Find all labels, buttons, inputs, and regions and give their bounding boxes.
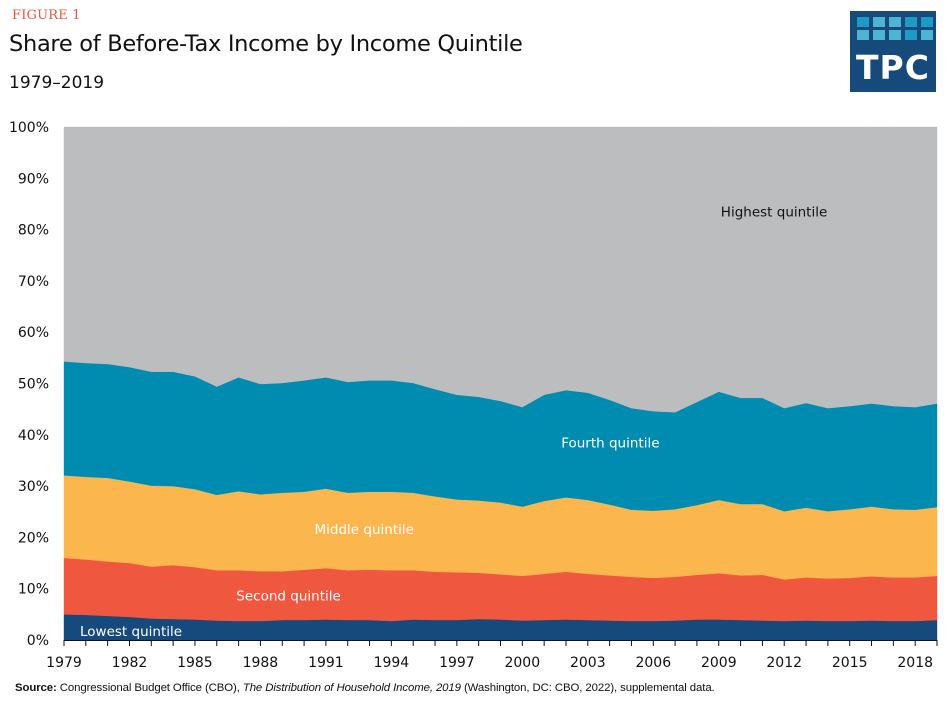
x-tick-label: 2000: [504, 655, 540, 671]
logo-cell: [921, 30, 933, 40]
y-tick-label: 20%: [18, 530, 49, 546]
x-tick-label: 2015: [832, 655, 868, 671]
x-tick-label: 1982: [112, 655, 148, 671]
series-label-lowest-quintile: Lowest quintile: [80, 624, 182, 640]
area-layers: [63, 126, 938, 641]
logo-cell: [905, 17, 917, 27]
y-tick-label: 100%: [9, 120, 49, 136]
area-highest-quintile: [63, 126, 938, 413]
chart-subtitle: 1979–2019: [9, 73, 105, 93]
source-text-before: Congressional Budget Office (CBO),: [56, 682, 243, 694]
y-tick-label: 80%: [18, 223, 49, 239]
logo-cell: [857, 17, 869, 27]
series-label-fourth-quintile: Fourth quintile: [561, 436, 659, 452]
logo-cell: [873, 30, 885, 40]
logo-text: TPC: [856, 48, 930, 87]
x-tick-label: 1985: [177, 655, 213, 671]
y-tick-label: 50%: [18, 377, 49, 393]
x-tick-label: 2012: [766, 655, 802, 671]
series-label-middle-quintile: Middle quintile: [315, 522, 414, 538]
x-axis: 1979 1982 1985 1988 1991 1994 1997 2000 2003 2006…: [46, 640, 938, 671]
x-tick-label: 2018: [897, 655, 933, 671]
x-tick-label: 2006: [635, 655, 671, 671]
logo-cell: [921, 17, 933, 27]
y-tick-label: 70%: [18, 274, 49, 290]
source-title: The Distribution of Household Income, 20…: [242, 682, 461, 694]
logo-cell: [889, 30, 901, 40]
chart-title: Share of Before-Tax Income by Income Qui…: [9, 31, 523, 57]
x-tick-label: 2003: [570, 655, 606, 671]
y-tick-label: 60%: [18, 325, 49, 341]
logo-cell: [873, 17, 885, 27]
x-tick-label: 1997: [439, 655, 475, 671]
y-tick-label: 0%: [27, 633, 49, 649]
x-tick-label: 1979: [46, 655, 82, 671]
y-tick-label: 30%: [18, 479, 49, 495]
x-tick-label: 1991: [308, 655, 344, 671]
series-labels: Lowest quintile Second quintile Middle qui…: [80, 205, 827, 640]
series-label-highest-quintile: Highest quintile: [721, 205, 827, 221]
source-text-after: (Washington, DC: CBO, 2022), supplementa…: [460, 682, 715, 694]
y-tick-label: 40%: [18, 428, 49, 444]
source-label: Source:: [15, 682, 57, 694]
source-note: Source: Congressional Budget Office (CBO…: [15, 682, 715, 694]
figure-label: FIGURE 1: [12, 8, 81, 23]
x-tick-label: 1994: [374, 655, 410, 671]
logo-cell: [857, 30, 869, 40]
y-axis: 0% 10% 20% 30% 40% 50% 60% 70% 80% 90% 100%: [9, 120, 49, 649]
logo-cell: [905, 30, 917, 40]
x-tick-label: 2009: [701, 655, 737, 671]
logo-cell: [889, 17, 901, 27]
y-tick-label: 90%: [18, 171, 49, 187]
y-tick-label: 10%: [18, 582, 49, 598]
logo-grid-icon: [857, 17, 933, 40]
x-tick-label: 1988: [243, 655, 279, 671]
series-label-second-quintile: Second quintile: [236, 589, 341, 605]
tpc-logo: TPC: [850, 11, 936, 92]
